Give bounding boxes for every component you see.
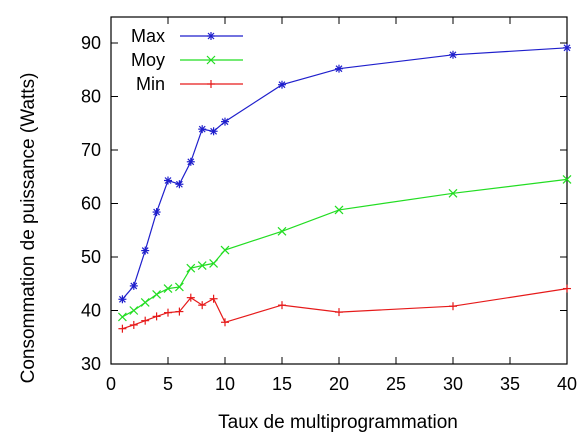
y-tick-label: 70 [81, 140, 101, 160]
x-tick-label: 0 [106, 374, 116, 394]
data-point [198, 125, 207, 134]
data-point [163, 284, 173, 293]
data-point [449, 50, 457, 59]
data-point [449, 302, 457, 311]
x-axis: 0 5 10 15 20 25 30 35 40 [106, 17, 577, 394]
data-point [277, 226, 287, 236]
data-point [152, 290, 162, 299]
x-tick-label: 25 [386, 374, 406, 394]
x-tick-label: 15 [272, 374, 292, 394]
data-point [174, 282, 184, 292]
series-line [122, 178, 568, 318]
legend-item-moy: Moy [131, 50, 243, 70]
data-point [129, 281, 138, 290]
data-point [186, 293, 195, 302]
data-point [448, 188, 458, 198]
y-axis-label: Consommation de puissance (Watts) [18, 73, 39, 384]
data-point [175, 180, 184, 189]
x-tick-label: 5 [163, 374, 173, 394]
data-point [209, 127, 218, 136]
data-point [129, 306, 139, 315]
y-tick-label: 80 [81, 87, 101, 107]
y-tick-label: 90 [81, 33, 101, 53]
x-tick-label: 20 [329, 374, 349, 394]
data-point [164, 308, 172, 317]
y-axis: 30 40 50 60 70 80 90 [81, 33, 567, 374]
data-point [175, 307, 184, 316]
x-tick-label: 10 [215, 374, 235, 394]
y-tick-label: 50 [81, 247, 101, 267]
data-point [152, 208, 161, 217]
legend-item-min: Min [136, 74, 243, 94]
data-point [334, 205, 344, 215]
data-point [118, 295, 127, 304]
data-point [141, 316, 150, 325]
x-axis-label: Taux de multiprogrammation [218, 412, 458, 433]
data-point [141, 246, 150, 255]
x-tick-label: 35 [500, 374, 520, 394]
legend-marker [207, 80, 215, 88]
data-point [198, 301, 207, 310]
data-point [118, 324, 127, 333]
series-min [118, 284, 571, 333]
legend-label: Moy [131, 50, 165, 70]
legend-label: Max [131, 26, 165, 46]
data-point [335, 308, 343, 317]
data-point [563, 284, 571, 293]
series-max [118, 43, 571, 304]
data-point [186, 263, 196, 273]
data-point [197, 261, 207, 270]
y-tick-label: 30 [81, 354, 101, 374]
series-moy [117, 175, 572, 322]
data-point [278, 80, 286, 89]
legend-marker [207, 32, 215, 40]
series-line [121, 47, 568, 300]
data-point [278, 301, 286, 310]
y-tick-label: 40 [81, 301, 101, 321]
y-tick-label: 60 [81, 194, 101, 214]
legend-label: Min [136, 74, 165, 94]
data-point [562, 175, 572, 184]
data-point [221, 318, 229, 327]
data-point [209, 258, 219, 268]
data-point [220, 245, 230, 255]
series-layer [117, 43, 572, 333]
legend-item-max: Max [131, 26, 243, 46]
data-point [129, 320, 138, 329]
data-point [563, 43, 571, 52]
data-point [140, 298, 150, 307]
series-line [122, 288, 568, 330]
data-point [164, 176, 172, 185]
data-point [221, 117, 229, 126]
data-point [209, 294, 218, 303]
legend-marker [206, 55, 216, 65]
data-point [117, 312, 127, 322]
data-point [152, 312, 161, 321]
legend: Max Moy Min [131, 26, 243, 94]
data-point [335, 64, 343, 73]
x-tick-label: 30 [443, 374, 463, 394]
x-tick-label: 40 [557, 374, 577, 394]
data-point [186, 157, 195, 166]
